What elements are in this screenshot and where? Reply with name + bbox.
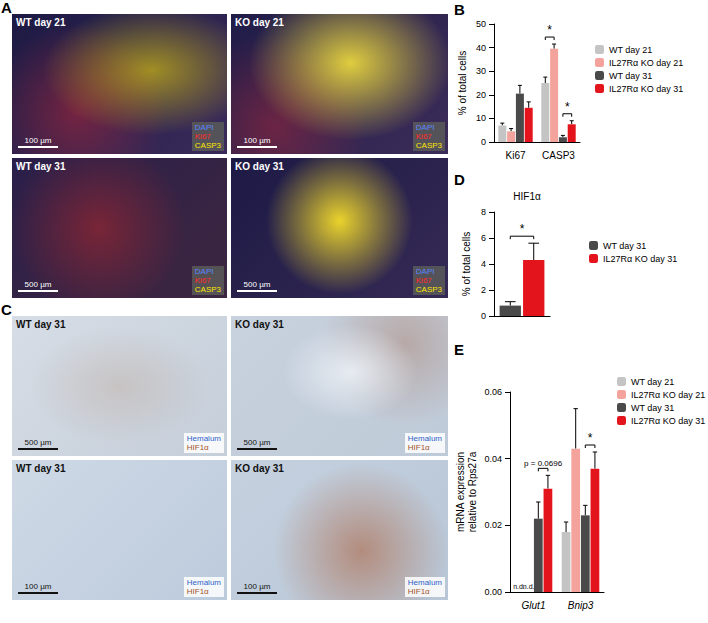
svg-text:8: 8	[481, 207, 486, 217]
svg-text:p = 0.0696: p = 0.0696	[524, 459, 563, 468]
html-text:HIF1α: HIF1α	[186, 587, 209, 596]
svg-text:2: 2	[481, 285, 486, 295]
html-text:DAPI: DAPI	[194, 123, 214, 132]
html-text:Hemalum: Hemalum	[407, 434, 442, 443]
html-text:C: C	[1, 301, 12, 318]
svg-text:IL27Rα KO day 31: IL27Rα KO day 31	[603, 254, 677, 264]
svg-text:IL27Rα KO day 31: IL27Rα KO day 31	[609, 84, 683, 94]
html-text:500 µm: 500 µm	[24, 280, 52, 289]
svg-text:*: *	[588, 431, 593, 445]
html-text:CASP3: CASP3	[194, 285, 221, 294]
svg-text:IL27Rα KO day 21: IL27Rα KO day 21	[609, 58, 683, 68]
svg-text:Bnip3: Bnip3	[568, 600, 594, 611]
svg-text:0: 0	[481, 137, 486, 147]
html-text:WT day 31: WT day 31	[16, 463, 66, 474]
svg-text:10: 10	[476, 113, 486, 123]
html-text:DAPI: DAPI	[415, 267, 435, 276]
html-text:HIF1α: HIF1α	[407, 587, 430, 596]
svg-text:Ki67: Ki67	[505, 150, 525, 161]
svg-text:IL27Rα KO day 21: IL27Rα KO day 21	[631, 390, 705, 400]
html-text:Ki67: Ki67	[415, 132, 432, 141]
html-text:WT day 31: WT day 31	[16, 319, 66, 330]
svg-text:E: E	[454, 341, 464, 358]
svg-text:*: *	[565, 100, 570, 114]
html-text:DAPI: DAPI	[415, 123, 435, 132]
svg-text:WT day 31: WT day 31	[609, 71, 652, 81]
svg-text:n.d.: n.d.	[523, 583, 535, 590]
html-text:KO day 31: KO day 31	[235, 463, 284, 474]
svg-text:WT day 31: WT day 31	[631, 403, 674, 413]
svg-text:0.02: 0.02	[484, 520, 502, 530]
svg-text:HIF1α: HIF1α	[513, 191, 541, 202]
svg-text:0.06: 0.06	[484, 387, 502, 397]
html-text:HIF1α: HIF1α	[407, 443, 430, 452]
svg-text:30: 30	[476, 66, 486, 76]
html-text:CASP3: CASP3	[415, 141, 442, 150]
html-text:KO day 21: KO day 21	[235, 17, 284, 28]
svg-text:WT day 31: WT day 31	[603, 241, 646, 251]
svg-text:% of total cells: % of total cells	[461, 232, 472, 296]
svg-text:0: 0	[481, 311, 486, 321]
svg-text:relative to Rps27a: relative to Rps27a	[467, 451, 478, 532]
html-text:100 µm: 100 µm	[243, 136, 271, 145]
html-text:CASP3: CASP3	[415, 285, 442, 294]
svg-text:6: 6	[481, 233, 486, 243]
html-text:Ki67: Ki67	[194, 276, 211, 285]
html-text:A: A	[1, 0, 12, 16]
svg-text:mRNA expression: mRNA expression	[455, 452, 466, 532]
svg-text:% of total cells: % of total cells	[457, 51, 468, 115]
html-text:WT day 31: WT day 31	[16, 161, 66, 172]
html-text:CASP3: CASP3	[194, 141, 221, 150]
svg-text:D: D	[454, 171, 465, 188]
html-text:KO day 31: KO day 31	[235, 319, 284, 330]
svg-text:4: 4	[481, 259, 486, 269]
html-text:500 µm: 500 µm	[243, 280, 271, 289]
html-text:Hemalum: Hemalum	[186, 434, 221, 443]
svg-text:Glut1: Glut1	[522, 600, 546, 611]
html-text:100 µm: 100 µm	[24, 582, 52, 591]
svg-text:0.04: 0.04	[484, 454, 502, 464]
svg-text:WT day 21: WT day 21	[609, 45, 652, 55]
svg-text:40: 40	[476, 43, 486, 53]
svg-text:0.00: 0.00	[484, 587, 502, 597]
html-text:100 µm: 100 µm	[243, 582, 271, 591]
html-text:500 µm: 500 µm	[24, 438, 52, 447]
svg-text:CASP3: CASP3	[542, 150, 575, 161]
svg-text:n.d.: n.d.	[513, 583, 525, 590]
svg-text:*: *	[547, 23, 552, 37]
svg-text:50: 50	[476, 19, 486, 29]
svg-text:*: *	[520, 222, 525, 236]
svg-text:20: 20	[476, 90, 486, 100]
html-text:Ki67: Ki67	[194, 132, 211, 141]
svg-text:B: B	[454, 1, 465, 18]
html-text:Ki67: Ki67	[415, 276, 432, 285]
html-text:WT day 21: WT day 21	[16, 17, 66, 28]
html-text:Hemalum: Hemalum	[186, 578, 221, 587]
html-text:100 µm: 100 µm	[24, 136, 52, 145]
html-text:500 µm: 500 µm	[243, 438, 271, 447]
html-text:Hemalum: Hemalum	[407, 578, 442, 587]
svg-text:WT day 21: WT day 21	[631, 377, 674, 387]
html-text:KO day 31: KO day 31	[235, 161, 284, 172]
html-text:HIF1α: HIF1α	[186, 443, 209, 452]
svg-text:IL27Rα KO day 31: IL27Rα KO day 31	[631, 416, 705, 426]
html-text:DAPI: DAPI	[194, 267, 214, 276]
